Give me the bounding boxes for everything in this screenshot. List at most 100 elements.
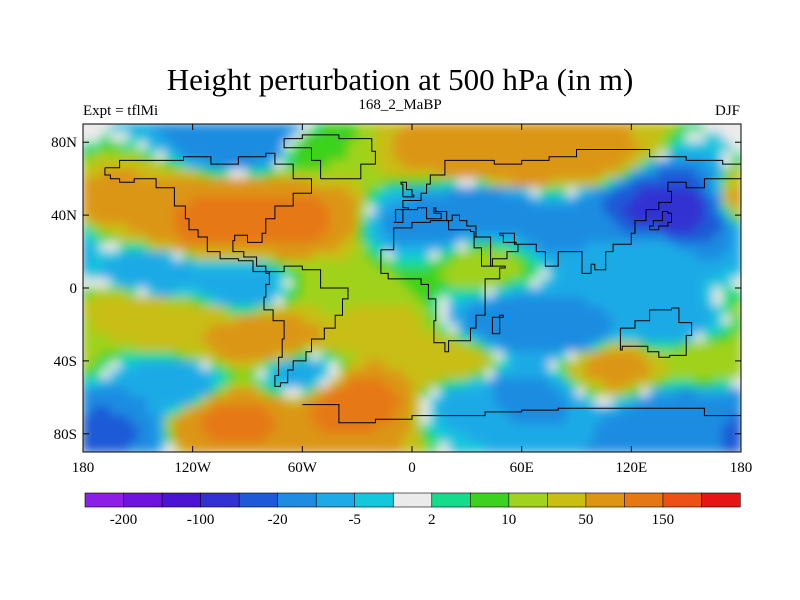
field-cell (292, 187, 303, 198)
field-cell (247, 187, 258, 198)
field-cell (146, 323, 157, 335)
field-cell (685, 369, 696, 380)
field-cell (402, 296, 413, 307)
field-cell (731, 187, 741, 198)
field-cell (320, 124, 331, 134)
field-cell (100, 323, 111, 335)
field-cell (247, 223, 258, 234)
field-cell (594, 251, 605, 262)
field-cell (475, 378, 486, 389)
field-cell (137, 232, 148, 243)
field-cell (384, 124, 395, 134)
field-cell (557, 323, 568, 335)
field-cell (91, 205, 102, 216)
field-cell (301, 269, 312, 280)
field-cell (539, 159, 550, 171)
field-cell (621, 342, 632, 353)
field-cell (329, 305, 340, 316)
field-cell (703, 251, 715, 262)
field-cell (703, 241, 715, 253)
field-cell (502, 205, 514, 216)
field-cell (283, 424, 294, 435)
field-cell (329, 232, 340, 243)
x-tick-label: 180 (72, 460, 95, 476)
field-cell (283, 141, 294, 152)
field-cell (493, 187, 504, 198)
field-cell (393, 232, 404, 243)
field-cell (283, 169, 294, 180)
field-cell (192, 323, 203, 335)
field-cell (128, 132, 139, 143)
field-cell (621, 260, 632, 271)
field-cell (356, 251, 367, 262)
field-cell (521, 241, 532, 253)
field-cell (374, 159, 386, 171)
field-cell (146, 342, 157, 353)
field-cell (411, 342, 422, 353)
field-cell (566, 196, 577, 207)
field-cell (119, 159, 130, 171)
field-cell (722, 223, 733, 234)
x-tick-label: 60W (288, 460, 318, 476)
field-cell (173, 396, 185, 407)
colorbar-swatch (508, 492, 548, 508)
field-cell (713, 205, 724, 216)
field-cell (365, 241, 376, 253)
field-cell (694, 251, 705, 262)
field-cell (630, 378, 641, 389)
field-cell (676, 269, 687, 280)
field-cell (329, 433, 340, 444)
field-cell (384, 387, 395, 398)
field-cell (155, 150, 166, 161)
field-cell (237, 269, 248, 280)
field-cell (576, 159, 587, 171)
field-cell (237, 396, 248, 407)
field-cell (594, 351, 605, 362)
field-cell (320, 360, 331, 371)
field-cell (137, 214, 148, 225)
field-cell (557, 351, 568, 362)
field-cell (137, 223, 148, 234)
field-cell (576, 396, 587, 407)
field-cell (164, 360, 175, 371)
field-cell (137, 387, 148, 398)
field-cell (210, 314, 221, 325)
field-cell (192, 333, 203, 344)
field-cell (83, 342, 93, 353)
field-cell (512, 351, 523, 362)
field-cell (521, 351, 532, 362)
field-cell (539, 141, 550, 152)
field-cell (356, 132, 367, 143)
field-cell (155, 214, 166, 225)
field-cell (676, 405, 687, 417)
field-cell (685, 323, 696, 335)
field-cell (155, 187, 166, 198)
field-cell (283, 251, 294, 262)
field-cell (448, 232, 459, 243)
field-cell (676, 141, 687, 152)
field-cell (201, 433, 212, 444)
field-cell (228, 424, 239, 435)
field-cell (183, 178, 194, 189)
field-cell (384, 323, 395, 335)
field-cell (484, 296, 495, 307)
field-cell (484, 415, 495, 426)
field-cell (283, 323, 294, 335)
field-cell (484, 351, 495, 362)
field-cell (457, 196, 468, 207)
field-cell (621, 351, 632, 362)
field-cell (283, 196, 294, 207)
field-cell (457, 360, 468, 371)
field-cell (301, 214, 312, 225)
field-cell (621, 214, 632, 225)
field-cell (649, 278, 660, 289)
field-cell (320, 159, 331, 171)
field-cell (301, 223, 312, 234)
field-cell (283, 369, 294, 380)
field-cell (109, 424, 121, 435)
field-cell (475, 187, 486, 198)
field-cell (530, 187, 541, 198)
field-cell (649, 124, 660, 134)
field-cell (576, 278, 587, 289)
field-cell (265, 424, 276, 435)
